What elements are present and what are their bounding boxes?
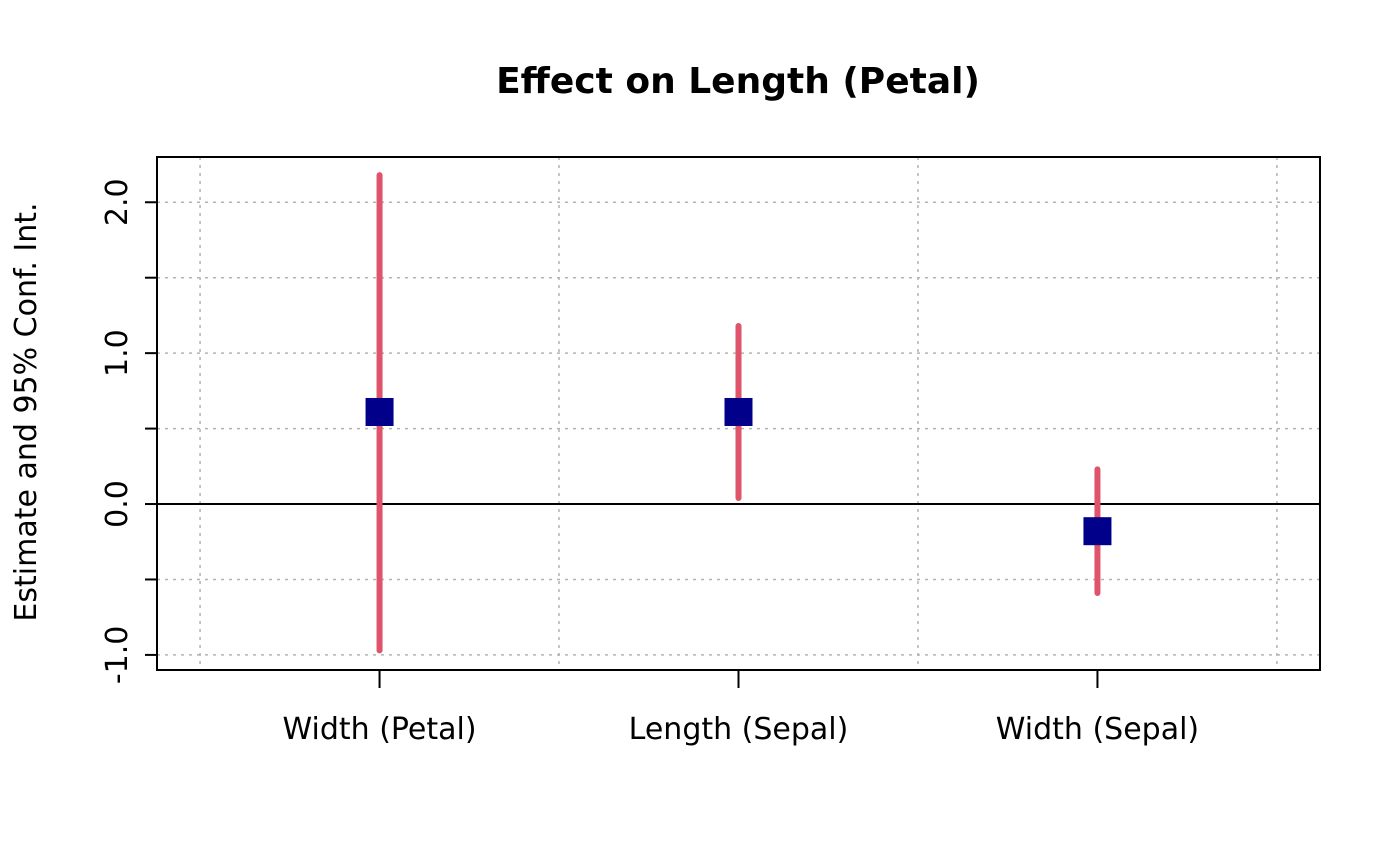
marks-layer [365,172,1112,654]
y-tick-label: -1.0 [100,626,135,685]
grid-layer [157,157,1320,670]
x-tick-label: Length (Sepal) [629,712,849,747]
y-tick-label: 1.0 [100,329,135,377]
estimate-point [1083,517,1112,546]
estimate-point [724,397,753,426]
x-tick-label: Width (Sepal) [996,712,1199,747]
estimate-point [365,397,394,426]
x-tick-label: Width (Petal) [283,712,477,747]
chart-title: Effect on Length (Petal) [496,61,980,102]
y-tick-label: 0.0 [100,480,135,528]
axes-layer: -1.0 0.0 1.0 2.0 Width (Petal) Length (Sepal)… [100,178,1199,747]
y-tick-label: 2.0 [100,178,135,226]
y-axis-title: Estimate and 95% Conf. Int. [9,202,44,621]
